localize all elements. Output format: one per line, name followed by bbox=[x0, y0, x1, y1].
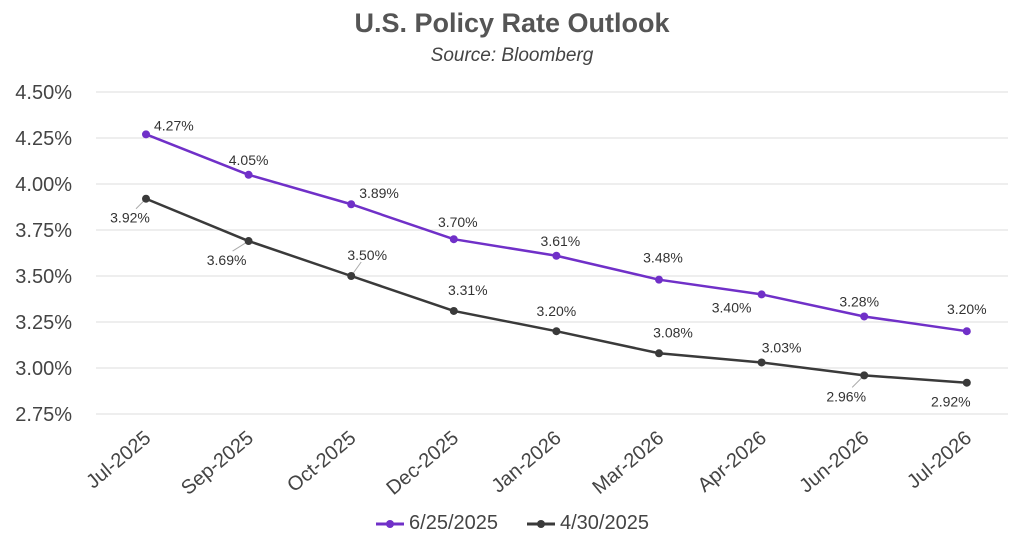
data-label: 3.03% bbox=[762, 339, 802, 355]
data-point bbox=[860, 371, 869, 380]
data-point bbox=[347, 272, 356, 280]
x-tick-label: Dec-2025 bbox=[382, 427, 463, 500]
data-point bbox=[757, 290, 766, 299]
legend-label-series-1: 6/25/2025 bbox=[409, 512, 498, 534]
x-tick-label: Jun-2026 bbox=[795, 427, 873, 497]
data-label: 2.92% bbox=[931, 394, 971, 410]
data-labels: 4.27% 4.05% 3.89% 3.70% 3.61% 3.48% 3.40% 3.28%… bbox=[110, 117, 987, 409]
data-label: 3.69% bbox=[207, 252, 247, 268]
legend-item-series-2: 4/30/2025 bbox=[526, 512, 649, 535]
y-tick-label: 3.75% bbox=[15, 220, 72, 242]
y-tick-label: 4.00% bbox=[15, 174, 72, 196]
data-point bbox=[142, 130, 150, 139]
data-label: 3.08% bbox=[653, 324, 693, 340]
series-group bbox=[142, 130, 971, 387]
data-label: 3.50% bbox=[347, 247, 387, 263]
data-point bbox=[552, 251, 561, 260]
data-point bbox=[347, 200, 356, 209]
legend-item-series-1: 6/25/2025 bbox=[375, 512, 498, 535]
data-label: 3.48% bbox=[643, 250, 683, 266]
data-label: 3.20% bbox=[537, 303, 577, 319]
legend-swatch-series-1 bbox=[376, 519, 405, 528]
data-point bbox=[449, 306, 458, 315]
legend: 6/25/2025 4/30/2025 bbox=[0, 512, 1024, 535]
y-tick-label: 4.25% bbox=[15, 128, 72, 150]
data-label: 3.31% bbox=[448, 282, 488, 298]
x-tick-label: Jul-2026 bbox=[903, 427, 976, 493]
data-label: 3.20% bbox=[947, 301, 987, 317]
data-point bbox=[244, 237, 253, 246]
data-point bbox=[962, 327, 971, 336]
data-point bbox=[962, 378, 971, 387]
data-label: 3.92% bbox=[110, 210, 150, 226]
data-point bbox=[655, 349, 663, 358]
y-tick-labels: 2.75% 3.00% 3.25% 3.50% 3.75% 4.00% 4.25% 4.50% bbox=[15, 82, 72, 426]
series-line-2 bbox=[145, 197, 967, 384]
x-tick-label: Sep-2025 bbox=[177, 427, 258, 500]
data-label: 3.70% bbox=[438, 214, 478, 230]
data-label: 2.96% bbox=[826, 388, 866, 404]
data-label: 4.05% bbox=[229, 152, 269, 168]
data-point bbox=[860, 312, 869, 321]
data-point bbox=[142, 194, 150, 203]
y-tick-label: 3.00% bbox=[15, 358, 72, 380]
data-label: 3.89% bbox=[359, 185, 399, 201]
data-point bbox=[552, 327, 561, 336]
legend-label-series-2: 4/30/2025 bbox=[560, 512, 649, 534]
x-tick-label: Jul-2025 bbox=[82, 427, 155, 493]
x-tick-label: Jan-2026 bbox=[488, 427, 566, 497]
legend-swatch-series-2 bbox=[527, 519, 555, 528]
x-tick-labels: Jul-2025 Sep-2025 Oct-2025 Dec-2025 Jan-2026… bbox=[82, 427, 976, 500]
x-tick-label: Oct-2025 bbox=[283, 427, 360, 497]
data-label: 3.40% bbox=[712, 299, 752, 315]
chart-title: U.S. Policy Rate Outlook bbox=[354, 8, 670, 38]
data-label: 3.28% bbox=[839, 293, 879, 309]
chart-subtitle: Source: Bloomberg bbox=[430, 45, 594, 66]
y-tick-label: 3.50% bbox=[15, 266, 72, 288]
y-tick-label: 3.25% bbox=[15, 312, 72, 334]
data-point bbox=[757, 358, 766, 367]
grid-lines bbox=[96, 91, 1008, 415]
y-tick-label: 2.75% bbox=[15, 404, 72, 426]
data-point bbox=[449, 235, 458, 244]
data-label: 4.27% bbox=[154, 117, 194, 133]
x-tick-label: Apr-2026 bbox=[694, 427, 771, 497]
x-tick-label: Mar-2026 bbox=[588, 427, 668, 499]
y-tick-label: 4.50% bbox=[15, 82, 72, 104]
data-point bbox=[655, 275, 663, 284]
data-point bbox=[244, 170, 253, 179]
data-label: 3.61% bbox=[541, 233, 581, 249]
